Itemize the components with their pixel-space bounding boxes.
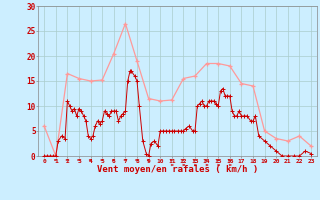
- X-axis label: Vent moyen/en rafales ( km/h ): Vent moyen/en rafales ( km/h ): [97, 165, 258, 174]
